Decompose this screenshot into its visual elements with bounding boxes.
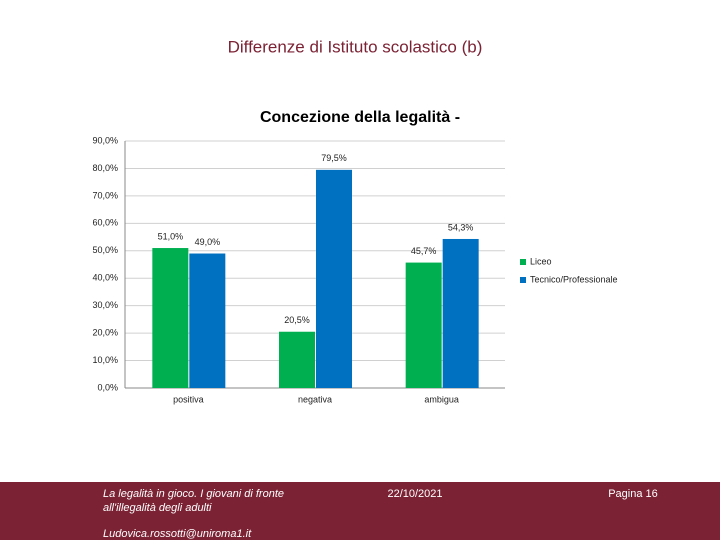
- legend-swatch: [520, 259, 526, 265]
- y-tick-label: 60,0%: [92, 218, 118, 228]
- legend-swatch: [520, 277, 526, 283]
- y-tick-label: 50,0%: [92, 245, 118, 255]
- footer-text: La legalità in gioco. I giovani di front…: [103, 488, 284, 500]
- y-tick-label: 20,0%: [92, 327, 118, 337]
- x-tick-label: negativa: [298, 394, 332, 404]
- y-tick-label: 10,0%: [92, 355, 118, 365]
- legend-label: Liceo: [530, 256, 552, 266]
- value-label: 20,5%: [284, 315, 310, 325]
- x-tick-label: positiva: [173, 394, 204, 404]
- value-label: 51,0%: [158, 231, 184, 241]
- value-label: 45,7%: [411, 246, 437, 256]
- bar: [442, 238, 479, 388]
- value-label: 54,3%: [448, 222, 474, 232]
- legend-label: Tecnico/Professionale: [530, 274, 618, 284]
- chart-title: Concezione della legalità -: [260, 109, 460, 126]
- slide-title: Differenze di Istituto scolastico (b): [228, 37, 483, 56]
- footer-email: Ludovica.rossotti@uniroma1.it: [103, 528, 252, 540]
- bar: [189, 253, 226, 388]
- footer-page: Pagina 16: [608, 488, 658, 500]
- bar: [279, 331, 315, 388]
- bar: [316, 169, 352, 388]
- bar: [152, 248, 189, 388]
- y-tick-label: 30,0%: [92, 300, 118, 310]
- y-tick-label: 90,0%: [92, 135, 118, 145]
- x-tick-label: ambigua: [424, 394, 459, 404]
- footer-text: all'illegalità degli adulti: [103, 502, 212, 514]
- y-tick-label: 70,0%: [92, 190, 118, 200]
- y-tick-label: 40,0%: [92, 273, 118, 283]
- footer-band: [0, 482, 720, 540]
- value-label: 49,0%: [195, 237, 221, 247]
- value-label: 79,5%: [321, 153, 347, 163]
- y-tick-label: 80,0%: [92, 163, 118, 173]
- bar: [405, 262, 442, 388]
- y-tick-label: 0,0%: [97, 382, 118, 392]
- footer-date: 22/10/2021: [387, 488, 442, 500]
